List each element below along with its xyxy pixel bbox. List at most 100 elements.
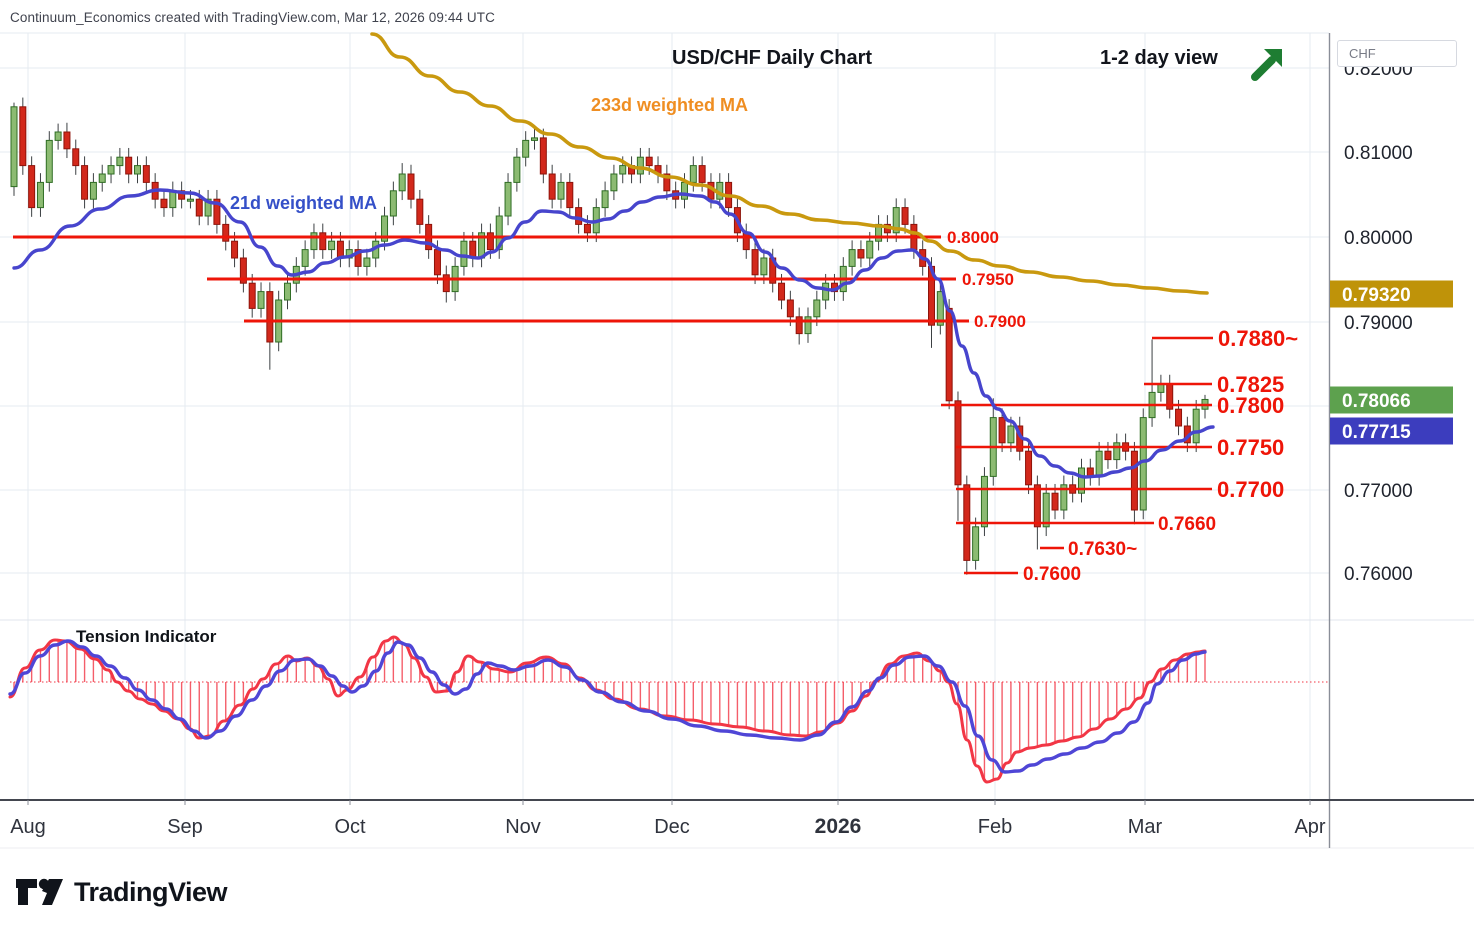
candle-up [522, 139, 530, 158]
price-axis-label: 0.76000 [1344, 564, 1413, 585]
level-label: 0.7630~ [1068, 539, 1137, 560]
time-axis-label: Aug [10, 816, 46, 838]
candle-down [319, 232, 327, 251]
up-right-arrow-icon [1251, 49, 1282, 81]
candle-down [160, 198, 168, 209]
candle-down [778, 282, 786, 301]
candle-down [72, 148, 80, 167]
tension-slow-line [8, 639, 1207, 774]
candle-up [98, 173, 106, 183]
candle-up [760, 257, 768, 276]
candle-up [1042, 492, 1050, 528]
candle-up [10, 106, 18, 188]
ma21-label: 21d weighted MA [230, 193, 378, 213]
candle-down [222, 223, 230, 242]
candle-down [248, 282, 256, 309]
candle-up [257, 291, 265, 309]
candle-up [89, 181, 97, 200]
candle-down [28, 165, 36, 209]
symbol-currency-label: CHF [1349, 46, 1376, 61]
price-marker-label: 0.79320 [1342, 285, 1411, 306]
price-axis-label: 0.80000 [1344, 228, 1413, 249]
price-axis-label: 0.79000 [1344, 313, 1413, 334]
tradingview-logo-icon [16, 878, 63, 905]
candle-up [1007, 425, 1015, 444]
candle-down [1051, 492, 1059, 511]
candles-layer[interactable] [10, 97, 1209, 575]
candle-down [945, 307, 953, 402]
candle-down [486, 232, 494, 251]
level-label: 0.7825 [1217, 372, 1284, 397]
candle-up [460, 240, 468, 267]
candle-down [548, 173, 556, 200]
view-note-label: 1-2 day view [1100, 47, 1218, 69]
candle-down [239, 257, 247, 284]
symbol-search-box[interactable]: CHF [1337, 40, 1457, 67]
time-axis-label: Oct [334, 816, 366, 838]
ma21-line [12, 188, 1215, 479]
candle-down [433, 249, 441, 276]
level-label: 0.7600 [1023, 564, 1081, 585]
candle-down [742, 232, 750, 251]
candle-down [178, 190, 186, 200]
candle-up [813, 299, 821, 318]
candle-up [892, 207, 900, 234]
candle-up [504, 181, 512, 217]
candle-down [142, 165, 150, 183]
candle-up [1113, 442, 1121, 461]
time-axis-label: Nov [505, 816, 541, 838]
candle-down [698, 165, 706, 183]
candle-down [566, 181, 574, 209]
candle-up [381, 215, 389, 242]
candle-up [689, 165, 697, 183]
candle-up [116, 156, 124, 167]
candle-up [804, 316, 812, 335]
candle-down [751, 249, 759, 276]
candle-up [186, 198, 194, 202]
candle-up [513, 156, 521, 183]
candle-up [822, 282, 830, 301]
candle-up [36, 181, 44, 209]
attribution-text: Continuum_Economics created with Trading… [10, 10, 495, 25]
price-axis[interactable]: 0.820000.810000.800000.790000.770000.760… [1330, 59, 1453, 585]
price-axis-label: 0.81000 [1344, 143, 1413, 164]
time-axis[interactable]: Aug Sep Oct Nov Dec 2026 Feb Mar Apr [10, 800, 1326, 838]
candle-down [1025, 450, 1033, 486]
candle-up [495, 215, 503, 251]
price-marker-label: 0.78066 [1342, 391, 1411, 412]
level-label: 0.7950 [962, 270, 1014, 289]
tension-indicator-pane[interactable] [8, 635, 1328, 784]
candle-down [266, 291, 274, 343]
candle-down [901, 207, 909, 225]
candle-down [407, 173, 415, 200]
candle-up [328, 240, 336, 251]
tradingview-logo[interactable]: TradingView [16, 876, 228, 908]
candle-up [204, 198, 212, 217]
price-marker-badge [1330, 280, 1453, 308]
level-label: 0.7900 [974, 312, 1026, 331]
candle-up [310, 232, 318, 251]
candle-up [389, 190, 397, 217]
tradingview-logo-text: TradingView [74, 876, 228, 907]
candle-up [301, 249, 309, 267]
axes: 0.820000.810000.800000.790000.770000.760… [0, 33, 1474, 848]
price-marker-badge [1330, 417, 1453, 445]
candle-down [857, 249, 865, 259]
time-axis-label: Mar [1128, 816, 1163, 838]
candle-down [998, 417, 1006, 444]
candle-up [531, 137, 539, 141]
candle-down [63, 131, 71, 150]
candle-up [601, 190, 609, 209]
price-marker-label: 0.77715 [1342, 422, 1411, 443]
candle-up [54, 131, 62, 141]
price-axis-label: 0.77000 [1344, 481, 1413, 502]
candle-down [663, 173, 671, 192]
level-label: 0.7800 [1217, 393, 1284, 418]
candle-up [169, 190, 177, 209]
candle-up [610, 173, 618, 192]
candle-up [619, 165, 627, 175]
candle-down [125, 156, 133, 175]
candle-down [1175, 408, 1183, 427]
